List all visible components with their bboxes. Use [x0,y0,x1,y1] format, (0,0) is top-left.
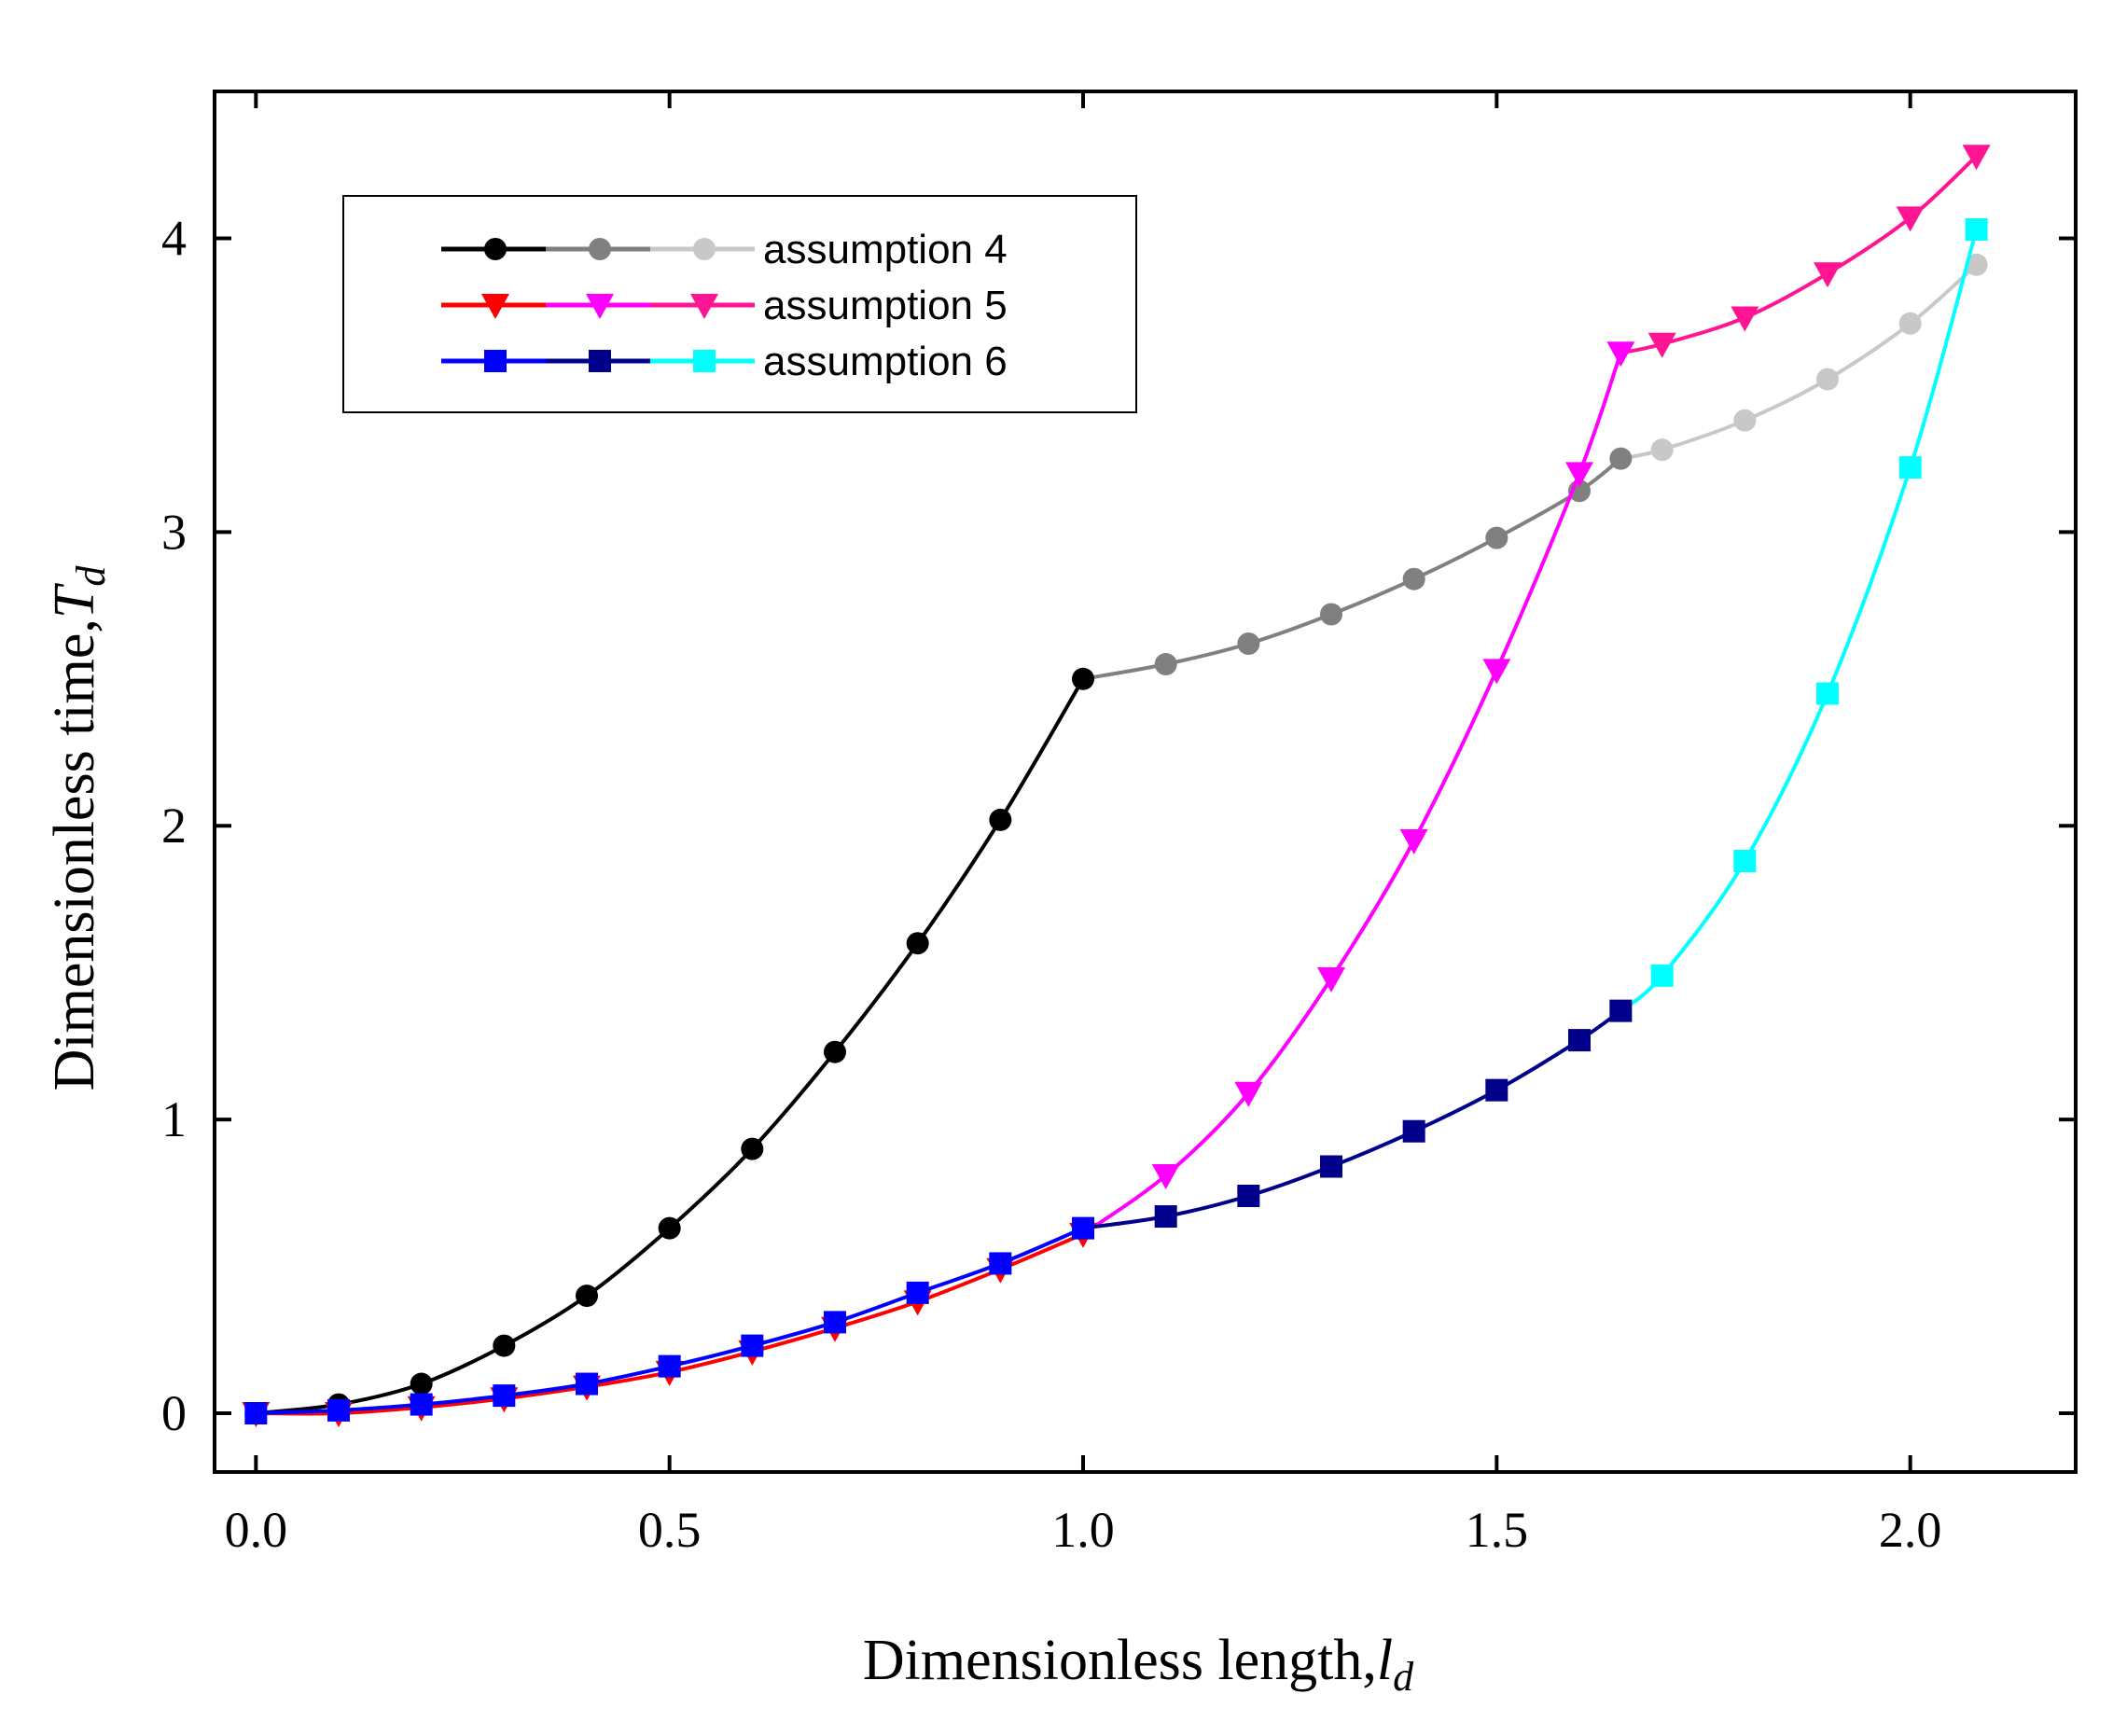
data-point [493,1334,516,1357]
x-axis-title: Dimensionless length,ld [863,1629,1414,1700]
data-point [1647,332,1676,358]
legend-entry-4: assumption 4 [441,227,1008,272]
data-point [576,1285,598,1308]
data-point [1814,262,1842,288]
data-point [1609,999,1633,1022]
y-axis-title-text: Dimensionless time, [43,618,106,1090]
data-point [824,1040,846,1063]
legend-marker [693,350,716,372]
legend-entry-5: assumption 5 [441,283,1008,328]
y-axis-title: Dimensionless time,Td [43,565,114,1091]
data-point [658,1354,681,1378]
data-point [1565,462,1593,488]
legend-marker [589,238,611,260]
data-point [1816,682,1839,705]
data-point [658,1216,681,1240]
data-point [1402,567,1425,590]
legend-marker [481,294,509,319]
data-point [1072,667,1094,690]
legend-entries: assumption 4 assumption 5 assumption 6 [441,227,1008,384]
data-point [1650,438,1674,462]
series-layer [242,145,1991,1428]
series-line-segment [1620,229,1979,1013]
legend-marker [484,350,507,372]
y-tick-label: 0 [161,1385,187,1441]
data-point [327,1398,350,1422]
data-point [1733,409,1757,432]
x-tick-label: 0.5 [638,1502,702,1558]
y-tick-label: 2 [161,798,187,854]
data-point [1154,653,1177,676]
legend-marker [589,350,611,372]
data-point [1731,306,1759,332]
legend: assumption 4 assumption 5 assumption 6 [342,195,1137,413]
y-tick-label: 3 [161,504,187,560]
data-point [989,808,1012,831]
data-point [410,1393,433,1416]
x-axis-title-sub: d [1393,1654,1414,1700]
data-point [741,1137,764,1160]
x-tick-label: 1.0 [1051,1502,1115,1558]
legend-label: assumption 6 [763,339,1008,384]
legend-marker [690,294,718,319]
data-point [1320,1155,1342,1178]
data-point [1317,966,1345,993]
legend-label: assumption 4 [763,227,1008,272]
data-point [824,1311,846,1334]
data-point [410,1372,433,1396]
x-axis-title-text: Dimensionless length, [863,1629,1377,1692]
data-point [1320,603,1342,626]
legend-label: assumption 5 [763,283,1008,328]
data-point [1237,632,1260,655]
data-point [1234,1081,1263,1107]
data-point [741,1334,764,1357]
data-point [1151,1163,1180,1189]
x-tick-label: 0.0 [225,1502,288,1558]
x-tick-label: 2.0 [1879,1502,1942,1558]
y-axis-title-sub: d [68,565,114,587]
data-point [1816,368,1839,391]
data-point [906,1281,929,1304]
y-tick-label: 1 [161,1091,187,1147]
legend-marker [484,238,507,260]
data-point [1399,828,1428,854]
ticks-layer: 0.0 0.5 1.0 1.5 2.0 0 1 2 3 4 [161,91,2076,1558]
series-4 [244,253,1988,1425]
y-tick-label: 4 [161,210,187,266]
y-axis-title-var: T [43,582,106,618]
x-tick-label: 1.5 [1466,1502,1529,1558]
data-point [1485,526,1508,549]
data-point [1965,218,1988,241]
data-point [493,1384,516,1408]
data-point [576,1372,598,1396]
data-point [1482,659,1511,685]
data-point [1896,206,1925,232]
data-point [244,1402,268,1425]
data-point [1898,456,1922,479]
data-point [1237,1185,1260,1207]
series-6 [244,218,1988,1425]
data-point [1568,1029,1591,1052]
series-line-segment [1081,352,1623,1236]
data-point [1485,1078,1508,1102]
data-point [1962,145,1991,171]
data-point [989,1252,1012,1275]
data-point [906,932,929,955]
legend-marker [586,294,614,319]
data-point [1965,253,1988,276]
data-point [1072,1216,1094,1240]
data-point [1609,447,1633,470]
data-point [1650,964,1674,987]
data-point [1402,1119,1425,1143]
legend-entry-6: assumption 6 [441,339,1008,384]
legend-marker [693,238,716,260]
data-point [1154,1205,1177,1229]
x-axis-title-var: l [1377,1629,1393,1692]
data-point [1733,850,1757,873]
data-point [1606,341,1635,368]
data-point [1898,312,1922,335]
plot-frame [213,90,2078,1474]
